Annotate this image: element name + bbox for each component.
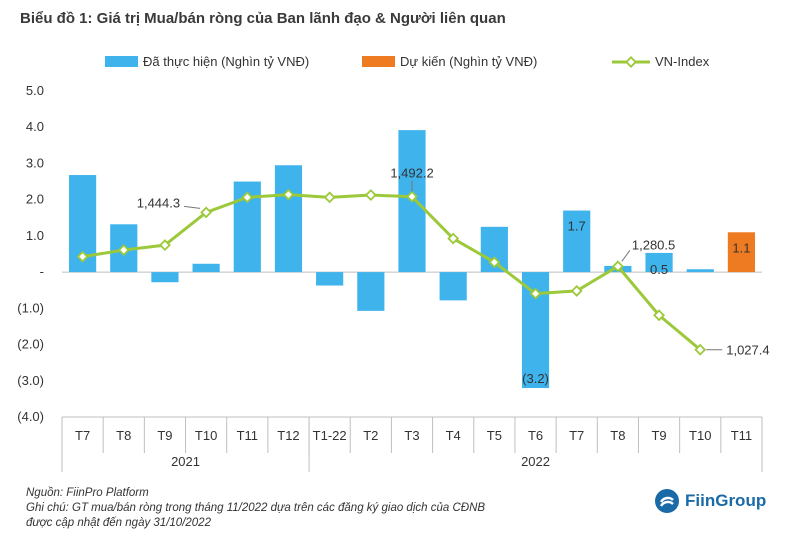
source-note: Nguồn: FiinPro Platform [26,487,149,499]
y-tick-label: 3.0 [26,155,44,170]
vnindex-marker [570,284,583,297]
bar-actual [439,272,467,301]
bar-actual [563,210,591,273]
bar-actual [645,252,673,273]
vnindex-marker [200,206,213,219]
x-tick-label: T10 [689,428,711,443]
data-label: 1.1 [732,240,750,255]
vnindex-marker [611,260,624,273]
vnindex-marker [364,189,377,201]
vnindex-marker [282,188,295,201]
x-tick-label: T8 [610,428,625,443]
vnindex-marker [241,191,254,204]
x-tick-label: T4 [446,428,461,443]
vnindex-marker [694,343,707,356]
y-tick-label: (1.0) [17,300,44,315]
axes-layer: (4.0) (3.0) (2.0) (1.0) - 1.0 2.0 3.0 4.0 5.0 T7 T8… [17,83,763,472]
x-tick-label: T7 [75,428,90,443]
bar-actual [192,263,220,273]
x-tick-label: T9 [157,428,172,443]
vnindex-marker [406,190,418,203]
x-tick-label: T6 [528,428,543,443]
bar-actual [686,269,714,273]
x-tick-label: T5 [487,428,502,443]
fiingroup-logo: FiinGroup [654,488,766,514]
y-tick-label: 1.0 [26,228,44,243]
vnindex-marker [159,239,171,252]
y-tick-label: (4.0) [17,409,44,424]
y-tick-label: - [40,264,44,279]
x-tick-label: T3 [404,428,419,443]
data-label: 1.7 [568,219,586,234]
data-label: 1,027.4 [726,343,769,358]
data-label: 1,492.2 [390,166,433,181]
line-layer [76,188,707,356]
x-tick-label: T1-22 [313,428,347,443]
x-tick-label: T10 [195,428,217,443]
x-tick-label: T8 [116,428,131,443]
legend-swatch-actual [105,56,138,67]
data-label: 1,280.5 [632,237,675,252]
legend-label: Đã thực hiện (Nghìn tỷ VNĐ) [143,54,309,69]
y-tick-label: 2.0 [26,192,44,207]
vnindex-marker [117,244,130,256]
bar-forecast [727,232,755,273]
vnindex-marker [323,191,336,204]
data-label: 1,444.3 [137,195,180,210]
vnindex-marker [447,232,460,245]
legend: Đã thực hiện (Nghìn tỷ VNĐ) Dự kiến (Nghì… [105,54,710,69]
logo-text: FiinGroup [685,491,767,510]
leader-line [184,205,201,209]
vnindex-marker [529,287,542,300]
chart-title: Biểu đồ 1: Giá trị Mua/bán ròng của Ban … [20,10,506,27]
x-tick-label: T12 [277,428,299,443]
leader-line [621,250,631,262]
legend-label: Dự kiến (Nghìn tỷ VNĐ) [400,54,537,69]
labels-layer: 1,444.3 1,492.2 1,280.5 1,027.4 1.7 (3.2) 0.5 1… [137,166,770,386]
y-tick-label: 4.0 [26,119,44,134]
bar-actual [151,272,179,283]
vnindex-marker [76,250,89,263]
x-tick-label: T11 [237,428,258,443]
y-tick-label: 5.0 [26,83,44,98]
x-tick-label: T2 [363,428,378,443]
note-line-2: được cập nhật đến ngày 31/10/2022 [26,517,211,529]
legend-marker [625,56,637,68]
vnindex-marker [653,309,665,322]
x-tick-label: T7 [569,428,584,443]
group-label: 2022 [521,454,550,469]
bar-actual [316,272,344,286]
x-tick-label: T9 [651,428,666,443]
vnindex-marker [488,256,501,269]
fiingroup-logo-icon [655,489,679,513]
group-label: 2021 [171,454,200,469]
x-tick-label: T11 [731,428,752,443]
bar-actual [357,272,385,311]
vnindex-line [82,193,702,351]
legend-swatch-forecast [362,56,395,67]
note-line-1: Ghi chú: GT mua/bán ròng trong tháng 11/… [26,502,486,514]
data-label: (3.2) [522,371,549,386]
chart-canvas: (4.0) (3.0) (2.0) (1.0) - 1.0 2.0 3.0 4.0 5.0 T7 T8… [17,54,770,472]
bar-actual [274,165,303,273]
legend-label: VN-Index [655,54,710,69]
data-label: 0.5 [650,262,668,277]
y-tick-label: (2.0) [17,337,44,352]
bars-layer [69,130,755,389]
y-tick-label: (3.0) [17,373,44,388]
